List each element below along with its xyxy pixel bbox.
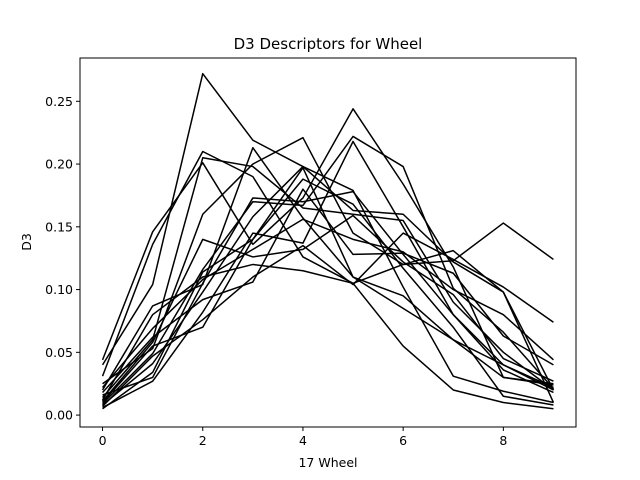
y-tick-label: 0.00 (45, 408, 73, 423)
series-line-13 (101, 218, 554, 388)
series-line-17 (102, 232, 554, 407)
x-axis: 0 2 4 6 8 (99, 427, 507, 448)
series-line-15 (101, 214, 554, 402)
series-line-12 (102, 178, 554, 410)
x-tick-label: 8 (499, 433, 507, 448)
x-axis-label: 17 Wheel (298, 455, 357, 470)
x-tick-label: 2 (199, 433, 207, 448)
series-line-16 (102, 135, 555, 405)
x-tick-label: 0 (99, 433, 107, 448)
y-tick-label: 0.05 (45, 345, 73, 360)
series-line-8 (101, 222, 554, 401)
plot-frame (79, 57, 577, 428)
y-axis-label: D3 (19, 233, 34, 251)
y-tick-label: 0.25 (45, 94, 73, 109)
y-tick-label: 0.15 (45, 219, 73, 234)
series-lines (101, 72, 555, 410)
series-line-3 (101, 150, 554, 410)
series-line-9 (101, 167, 554, 404)
x-tick-label: 6 (399, 433, 407, 448)
series-line-4 (102, 136, 555, 391)
y-tick-label: 0.10 (45, 282, 73, 297)
x-tick-label: 4 (299, 433, 307, 448)
series-line-1 (101, 72, 555, 403)
y-axis: 0.00 0.05 0.10 0.15 0.20 0.25 (45, 94, 80, 423)
series-line-10 (102, 165, 554, 406)
chart-title: D3 Descriptors for Wheel (234, 35, 423, 53)
series-line-14 (101, 188, 554, 393)
series-line-6 (102, 190, 554, 396)
y-tick-label: 0.20 (45, 157, 73, 172)
